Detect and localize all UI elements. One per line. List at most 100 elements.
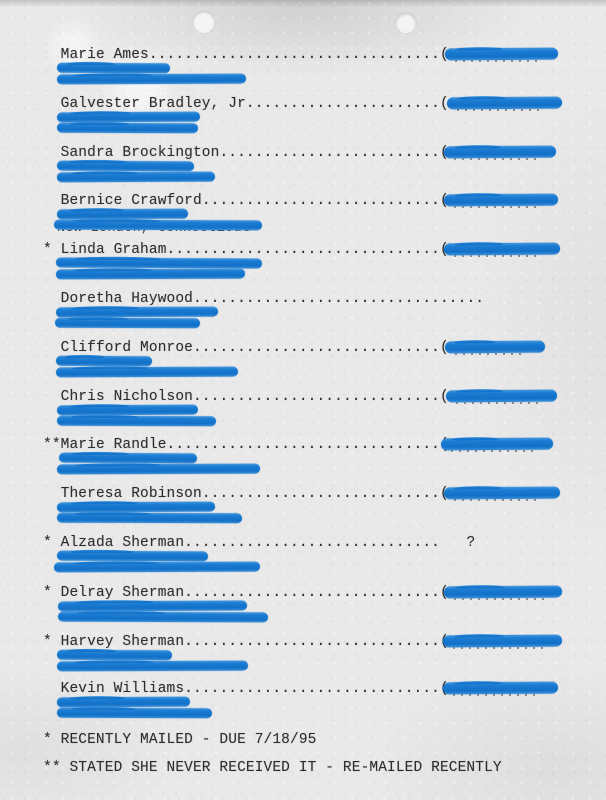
redaction-stroke [443,585,563,598]
redacted-phone-peek [455,59,540,62]
redaction-stroke [56,550,209,562]
entry-name: Marie Ames [60,47,149,63]
entry-asterisk-marker [43,96,61,112]
redaction-stroke [57,600,248,612]
redacted-phone-peek [455,352,527,355]
dot-leader: ............................... [166,437,440,453]
dot-leader: ........................... [201,486,440,502]
dot-leader: ............................ [192,340,440,356]
entry-name: Galvester Bradley, Jr [60,96,246,112]
contact-name-line: * Alzada Sherman........................… [43,536,475,551]
redaction-stroke [55,306,219,318]
redaction-stroke [443,242,561,255]
redaction-stroke [58,452,198,464]
entry-name: Delray Sherman [60,585,185,601]
redacted-phone-peek [456,401,539,404]
redacted-phone-peek [451,449,535,452]
contact-name-line: Kevin Williams..........................… [43,682,449,697]
redaction-stroke [56,111,201,123]
entry-asterisk-marker: * [43,242,61,258]
entry-asterisk-marker [43,47,61,63]
redaction-stroke [445,389,558,402]
entry-asterisk-marker [43,145,61,161]
entry-name: Alzada Sherman [60,535,185,551]
contact-name-line: Clifford Monroe.........................… [43,341,449,356]
contact-name-line: Theresa Robinson........................… [43,487,449,502]
redaction-stroke [56,160,195,172]
redaction-stroke [56,404,199,416]
entry-asterisk-marker: * [43,585,61,601]
redaction-stroke [56,649,173,661]
contact-name-line: Bernice Crawford........................… [43,194,449,209]
contact-name-line: * Delray Sherman........................… [43,586,449,601]
entry-asterisk-marker [43,340,61,356]
dot-leader: ......................... [219,145,440,161]
redacted-phone-peek [454,157,538,160]
entry-suffix: ( [439,96,449,112]
entry-name: Marie Randle [60,437,167,453]
contact-name-line: Marie Ames..............................… [43,48,449,63]
redaction-stroke [56,171,216,183]
dot-leader: ............................ [192,389,440,405]
redacted-phone-peek [453,693,540,696]
entry-asterisk-marker: ** [43,437,61,453]
entry-name: Kevin Williams [60,681,185,697]
entry-asterisk-marker [43,486,61,502]
redaction-stroke [56,696,191,708]
footnote-recently-mailed: * RECENTLY MAILED - DUE 7/18/95 [43,732,317,748]
entry-asterisk-marker [43,291,61,307]
contact-name-line: Sandra Brockington......................… [43,146,449,161]
redaction-stroke [442,681,559,694]
dot-leader: ............................... [166,242,440,258]
redacted-phone-peek [454,205,540,208]
redaction-stroke [56,707,213,719]
redaction-stroke [56,62,171,74]
entry-name: Bernice Crawford [60,193,202,209]
redaction-stroke [53,219,263,231]
redaction-stroke [56,501,216,513]
redaction-stroke [56,122,199,134]
redaction-stroke [54,317,201,329]
contact-name-line: * Linda Graham..........................… [43,243,449,258]
redaction-stroke [56,660,249,672]
entry-name: Theresa Robinson [60,486,202,502]
entry-asterisk-marker [43,681,61,697]
redaction-stroke [56,463,261,475]
contact-name-line: Chris Nicholson.........................… [43,390,449,405]
entry-name: Harvey Sherman [60,634,185,650]
contact-name-line: Doretha Haywood.........................… [43,292,484,307]
redaction-stroke [56,415,217,427]
entry-name: Linda Graham [60,242,167,258]
redaction-stroke [55,257,263,269]
redacted-phone-peek [454,597,544,600]
footnote-never-received: ** STATED SHE NEVER RECEIVED IT - RE-MAI… [43,760,502,776]
dot-leader: ........................... [201,193,440,209]
contact-name-line: * Harvey Sherman........................… [43,635,449,650]
dot-leader: ................................. [148,47,440,63]
redaction-stroke [444,340,546,353]
dot-leader: ............................. [184,535,440,551]
redaction-stroke [55,355,153,367]
dot-leader: ................................. [192,291,485,307]
punch-hole-right [396,13,416,33]
redaction-stroke [446,96,563,109]
redaction-stroke [444,47,559,60]
redaction-stroke [53,561,261,573]
redaction-stroke [442,634,563,647]
redaction-stroke [56,73,247,85]
redaction-stroke [443,145,557,158]
entry-asterisk-marker [43,389,61,405]
dot-leader: ............................. [184,681,440,697]
redacted-phone-peek [454,254,542,257]
entry-asterisk-marker: * [43,634,61,650]
dot-leader: ...................... [245,96,440,112]
entry-asterisk-marker: * [43,535,61,551]
entry-name: Chris Nicholson [60,389,193,405]
redaction-stroke [56,208,189,220]
redaction-stroke [56,512,243,524]
entry-suffix: ( [439,389,449,405]
contact-name-line: **Marie Randle..........................… [43,438,449,453]
redaction-stroke [443,193,559,206]
dot-leader: ............................. [184,585,440,601]
entry-suffix: ? [439,535,476,551]
